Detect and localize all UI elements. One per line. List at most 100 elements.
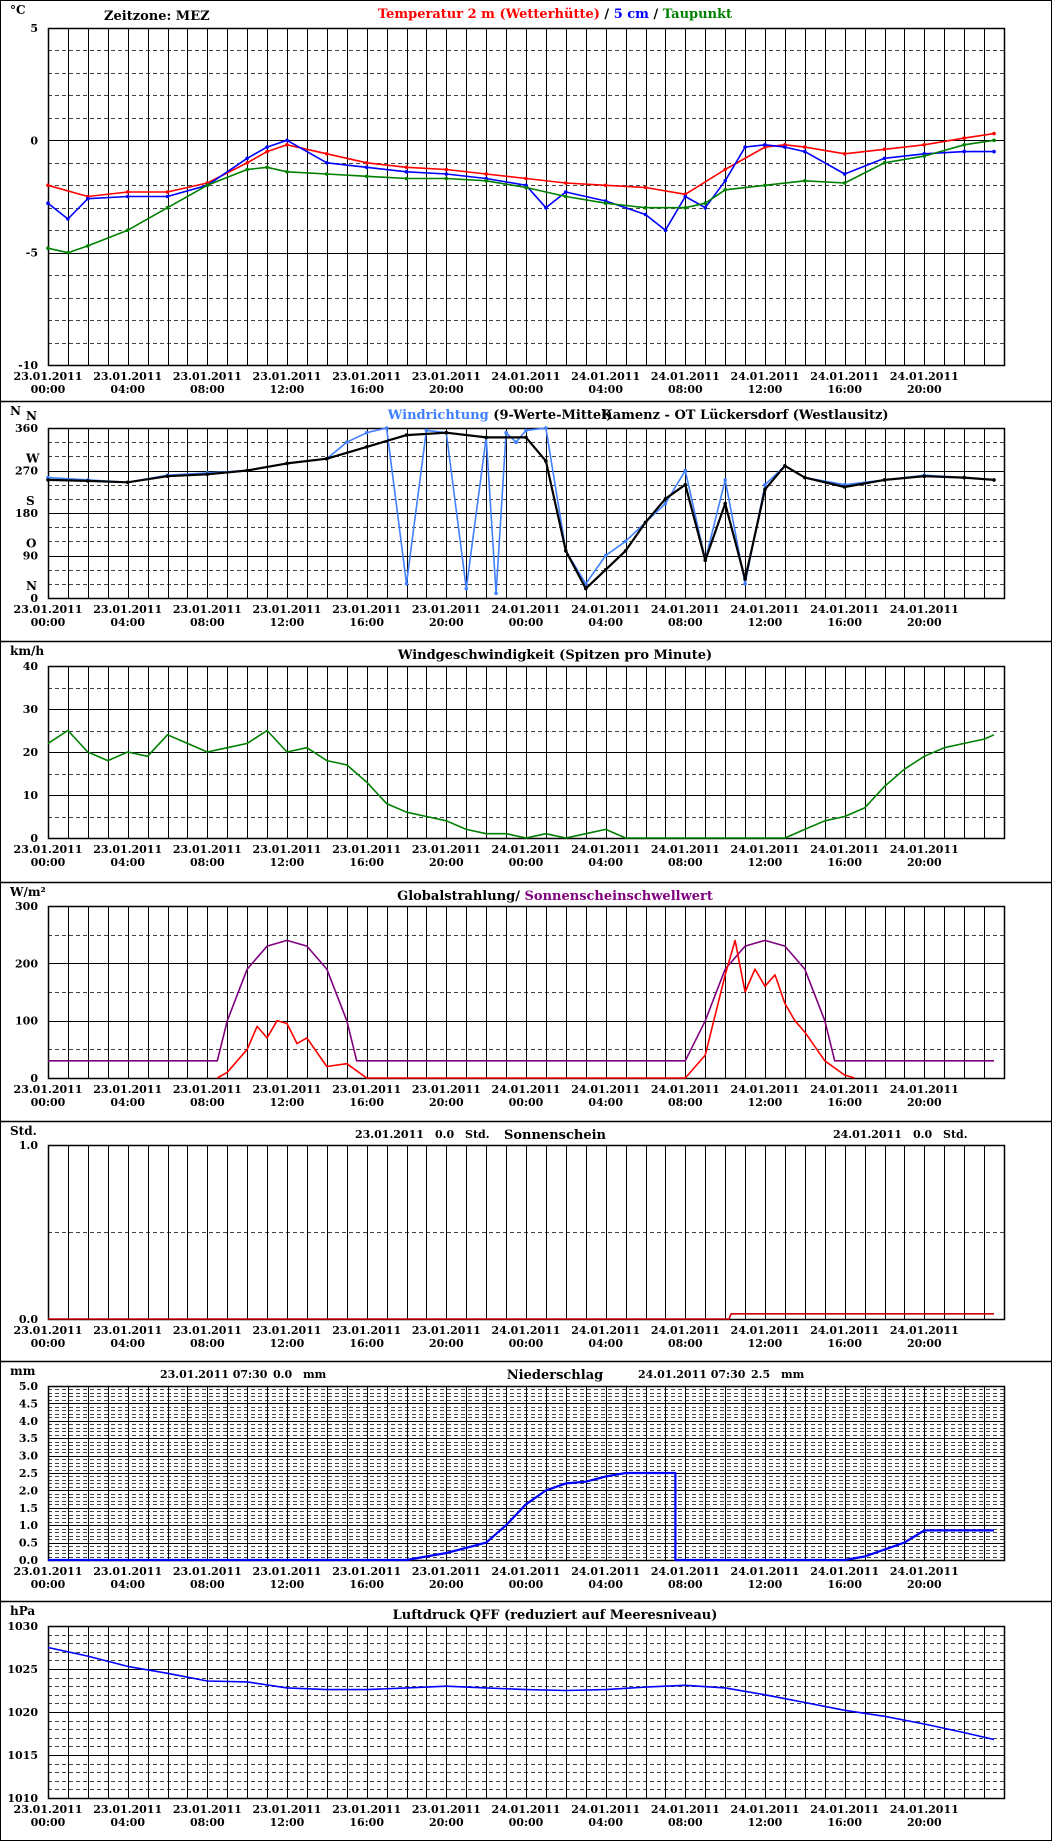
data-point <box>245 161 249 165</box>
x-tick-time: 00:00 <box>509 616 544 629</box>
x-tick-date: 24.01.2011 <box>492 603 561 616</box>
title-part: Temperatur 2 m (Wetterhütte) <box>378 7 600 22</box>
info-value: 0.0 <box>913 1128 932 1141</box>
data-point <box>723 478 727 482</box>
unit-label: N <box>10 404 21 418</box>
x-tick-date: 23.01.2011 <box>412 370 481 383</box>
data-point <box>663 228 668 232</box>
data-point <box>544 426 548 430</box>
grid <box>48 906 1004 1078</box>
x-tick-time: 12:00 <box>748 1816 783 1829</box>
y-tick-label: 40 <box>23 660 39 673</box>
panel-pres: 1030 1025 1020 1015 1010 hPa Luftdruck QFF (re… <box>0 1600 1052 1829</box>
x-tick-time: 08:00 <box>190 616 225 629</box>
data-point <box>524 435 528 440</box>
info-value: 0.0 <box>273 1368 292 1381</box>
y-tick-label: 2.0 <box>19 1484 38 1497</box>
y-tick-label: 300 <box>15 900 38 913</box>
x-tick-time: 08:00 <box>668 1337 703 1350</box>
x-tick-time: 04:00 <box>588 1816 623 1829</box>
x-tick-date: 24.01.2011 <box>571 370 640 383</box>
info-value: 2.5 <box>751 1368 770 1381</box>
x-tick-date: 24.01.2011 <box>731 1324 800 1337</box>
data-point <box>842 172 847 176</box>
title-part: Taupunkt <box>663 7 732 22</box>
data-point <box>484 435 489 440</box>
x-tick-date: 24.01.2011 <box>810 1803 879 1816</box>
data-point <box>86 244 90 248</box>
data-point <box>992 478 996 482</box>
x-tick-time: 08:00 <box>190 856 225 869</box>
data-point <box>564 194 568 199</box>
x-tick-date: 23.01.2011 <box>253 1565 322 1578</box>
y-tick-label: 0 <box>30 592 38 605</box>
x-tick-date: 23.01.2011 <box>332 370 401 383</box>
data-point <box>245 167 249 172</box>
x-tick-time: 16:00 <box>349 1816 384 1829</box>
x-tick-time: 20:00 <box>907 616 942 629</box>
y-tick-label: 1015 <box>7 1749 38 1762</box>
y-tick-label: 4.0 <box>19 1415 38 1428</box>
x-tick-time: 20:00 <box>907 856 942 869</box>
x-tick-time: 12:00 <box>270 856 305 869</box>
x-tick-date: 24.01.2011 <box>571 843 640 856</box>
unit-label: °C <box>10 3 26 17</box>
x-tick-date: 24.01.2011 <box>492 1565 561 1578</box>
x-tick-date: 23.01.2011 <box>412 1803 481 1816</box>
panel-temp: 5 0 -5 -10 °C Temperatur 2 m (Wetterhütte) / … <box>10 3 1006 396</box>
data-point <box>992 149 996 154</box>
series-pres-0 <box>47 1646 995 1741</box>
data-point <box>165 190 170 194</box>
chart-title: Niederschlag <box>507 1368 603 1383</box>
chart-title: Sonnenschein <box>504 1128 607 1143</box>
data-point <box>683 468 688 473</box>
x-tick-date: 24.01.2011 <box>731 843 800 856</box>
data-point <box>66 217 70 221</box>
data-point <box>325 172 329 176</box>
timezone-label: Zeitzone: MEZ <box>104 9 210 24</box>
x-tick-time: 08:00 <box>190 1578 225 1591</box>
data-point <box>683 482 688 487</box>
x-tick-time: 08:00 <box>668 1578 703 1591</box>
title-part: Sonnenscheinschwellwert <box>525 889 713 904</box>
x-tick-date: 24.01.2011 <box>651 1324 720 1337</box>
x-tick-date: 23.01.2011 <box>173 1803 242 1816</box>
x-tick-time: 12:00 <box>270 1337 305 1350</box>
title-part: Sonnenschein <box>504 1128 607 1143</box>
x-tick-date: 23.01.2011 <box>332 1803 401 1816</box>
data-point <box>205 472 210 477</box>
data-point <box>564 181 568 185</box>
title-part: Windrichtung <box>387 408 489 423</box>
x-tick-time: 04:00 <box>110 616 145 629</box>
x-tick-date: 24.01.2011 <box>731 1083 800 1096</box>
data-point <box>245 156 249 161</box>
x-tick-time: 20:00 <box>429 1578 464 1591</box>
x-tick-time: 16:00 <box>349 1096 384 1109</box>
x-tick-date: 23.01.2011 <box>332 1565 401 1578</box>
data-point <box>663 497 668 501</box>
x-tick-date: 24.01.2011 <box>651 603 720 616</box>
data-point <box>444 430 449 435</box>
y-tick-label: 5 <box>30 22 38 35</box>
x-tick-time: 20:00 <box>429 616 464 629</box>
x-tick-time: 00:00 <box>31 383 66 396</box>
y-tick-label: 1.0 <box>19 1139 38 1152</box>
data-point <box>86 196 90 201</box>
x-tick-date: 23.01.2011 <box>173 603 242 616</box>
x-tick-time: 20:00 <box>429 1096 464 1109</box>
data-point <box>564 190 568 194</box>
data-point <box>723 167 727 172</box>
data-point <box>484 172 489 176</box>
x-tick-date: 23.01.2011 <box>93 1565 162 1578</box>
x-tick-date: 24.01.2011 <box>571 1083 640 1096</box>
grid <box>48 666 1004 838</box>
data-point <box>584 586 588 591</box>
data-point <box>962 475 966 480</box>
data-point <box>603 201 608 205</box>
x-tick-time: 12:00 <box>270 1816 305 1829</box>
data-point <box>743 145 747 149</box>
data-point <box>524 428 528 433</box>
x-tick-date: 24.01.2011 <box>810 1565 879 1578</box>
y-tick-label: 30 <box>23 703 39 716</box>
x-tick-time: 00:00 <box>31 616 66 629</box>
